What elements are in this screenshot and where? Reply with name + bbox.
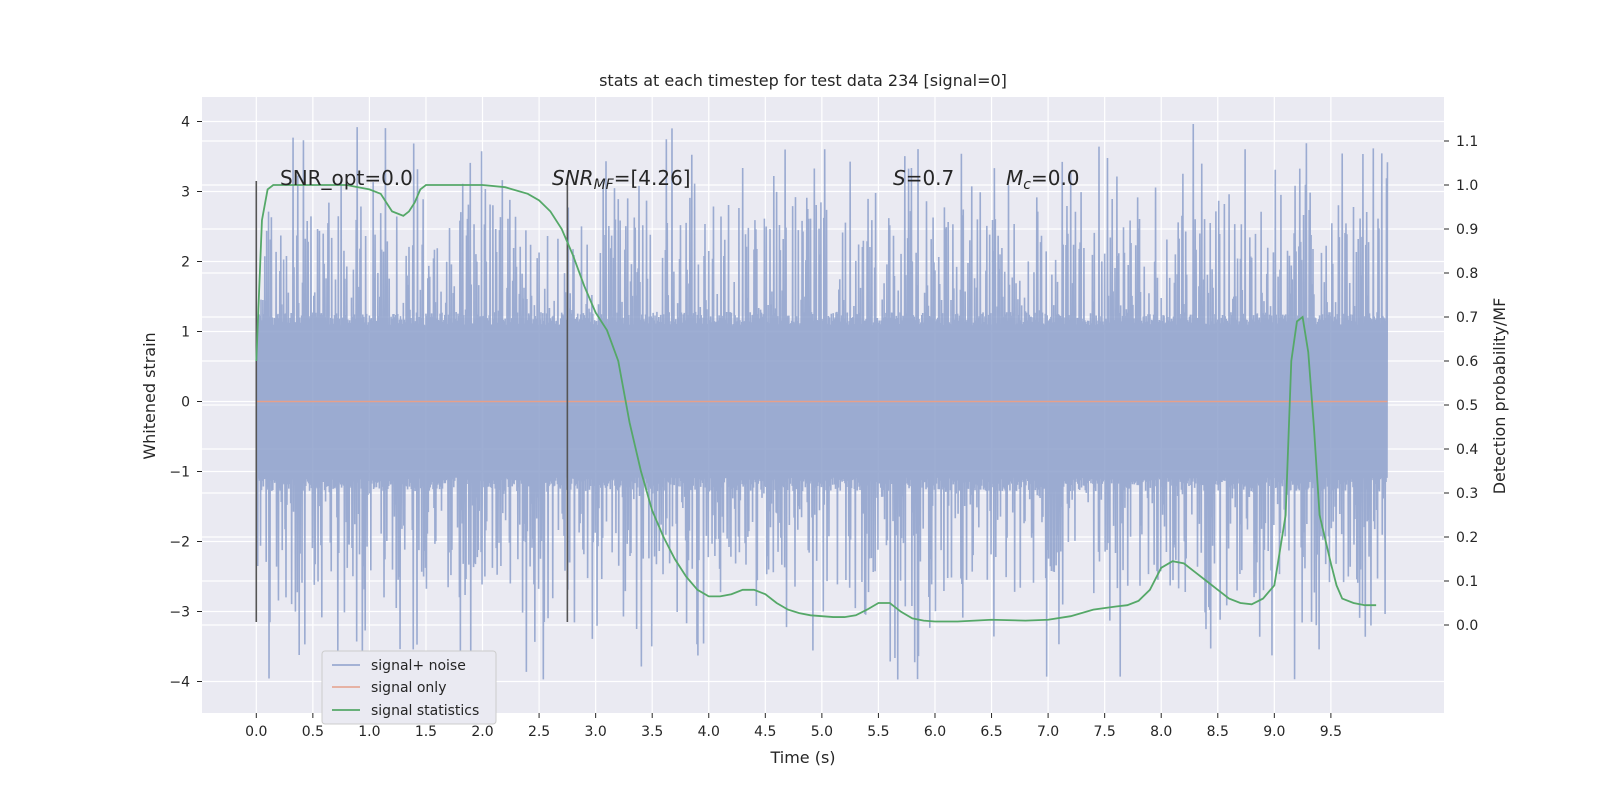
legend-label-signal-statistics: signal statistics	[371, 703, 479, 719]
left-y-tick-label: 3	[181, 185, 190, 201]
right-y-tick-label: 0.3	[1456, 486, 1478, 502]
x-tick-label: 6.0	[924, 724, 946, 740]
x-tick-label: 5.5	[867, 724, 889, 740]
legend-box	[321, 650, 497, 725]
right-y-tick-label: 0.5	[1456, 398, 1478, 414]
left-y-tick-label: −1	[169, 465, 190, 481]
x-tick-label: 0.5	[302, 724, 324, 740]
x-tick-label: 2.5	[528, 724, 550, 740]
x-tick-label: 8.5	[1207, 724, 1229, 740]
legend: signal+ noise signal only signal statist…	[321, 650, 497, 725]
right-y-tick-label: 1.0	[1456, 178, 1478, 194]
annotation-snr-opt: SNR_opt=0.0	[280, 166, 413, 190]
x-tick-label: 7.5	[1094, 724, 1116, 740]
left-y-tick-label: −2	[169, 535, 190, 551]
chart-title: stats at each timestep for test data 234…	[599, 71, 1007, 90]
left-y-tick-label: 1	[181, 325, 190, 341]
legend-label-signal-only: signal only	[371, 680, 446, 696]
signal-noise-line	[255, 123, 1389, 680]
x-tick-label: 7.0	[1037, 724, 1059, 740]
right-y-tick-label: 0.4	[1456, 442, 1478, 458]
left-y-tick-label: −3	[169, 605, 190, 621]
x-axis-ticks: 0.0 0.5 1.0 1.5 2.0 2.5 3.0 3.5 4.0 4.5 5.0 5.5 6.0 6…	[245, 713, 1342, 740]
right-y-tick-label: 0.6	[1456, 354, 1478, 370]
right-y-tick-label: 0.2	[1456, 530, 1478, 546]
x-tick-label: 4.5	[754, 724, 776, 740]
annotation-mc: Mc=0.0	[1006, 166, 1080, 193]
x-tick-label: 4.0	[698, 724, 720, 740]
vertical-markers	[255, 181, 569, 622]
left-y-tick-label: 4	[181, 115, 190, 131]
right-y-tick-label: 0.9	[1456, 222, 1478, 238]
right-y-tick-label: 0.7	[1456, 310, 1478, 326]
annotation-s: S=0.7	[893, 166, 954, 190]
x-axis-label: Time (s)	[769, 748, 835, 767]
right-y-tick-label: 1.1	[1456, 134, 1478, 150]
right-y-axis-ticks: 0.0 0.1 0.2 0.3 0.4 0.5 0.6 0.7 0.8 0.9 1.0 1.1	[1444, 134, 1478, 634]
legend-label-signal-noise: signal+ noise	[371, 658, 466, 674]
signal-statistics-line	[255, 184, 1377, 623]
x-tick-label: 8.0	[1150, 724, 1172, 740]
right-y-tick-label: 0.8	[1456, 266, 1478, 282]
left-y-axis-ticks: −4 −3 −2 −1 0 1 2 3 4	[169, 115, 202, 691]
right-y-tick-label: 0.0	[1456, 618, 1478, 634]
left-y-tick-label: 2	[181, 255, 190, 271]
x-tick-label: 1.0	[358, 724, 380, 740]
x-tick-label: 1.5	[415, 724, 437, 740]
x-tick-label: 3.0	[585, 724, 607, 740]
signal-statistics-series	[255, 184, 1377, 623]
x-tick-label: 6.5	[980, 724, 1002, 740]
right-y-axis-label: Detection probability/MF	[1490, 298, 1509, 495]
signal-noise-series	[255, 123, 1389, 680]
x-tick-label: 9.5	[1320, 724, 1342, 740]
left-y-tick-label: 0	[181, 395, 190, 411]
x-tick-label: 0.0	[245, 724, 267, 740]
left-y-axis-label: Whitened strain	[140, 332, 159, 459]
x-tick-label: 2.0	[471, 724, 493, 740]
x-tick-label: 5.0	[811, 724, 833, 740]
annotation-snr-mf: SNRMF=[4.26]	[552, 166, 691, 193]
x-tick-label: 3.5	[641, 724, 663, 740]
right-y-tick-label: 0.1	[1456, 574, 1478, 590]
left-y-tick-label: −4	[169, 675, 190, 691]
x-tick-label: 9.0	[1263, 724, 1285, 740]
